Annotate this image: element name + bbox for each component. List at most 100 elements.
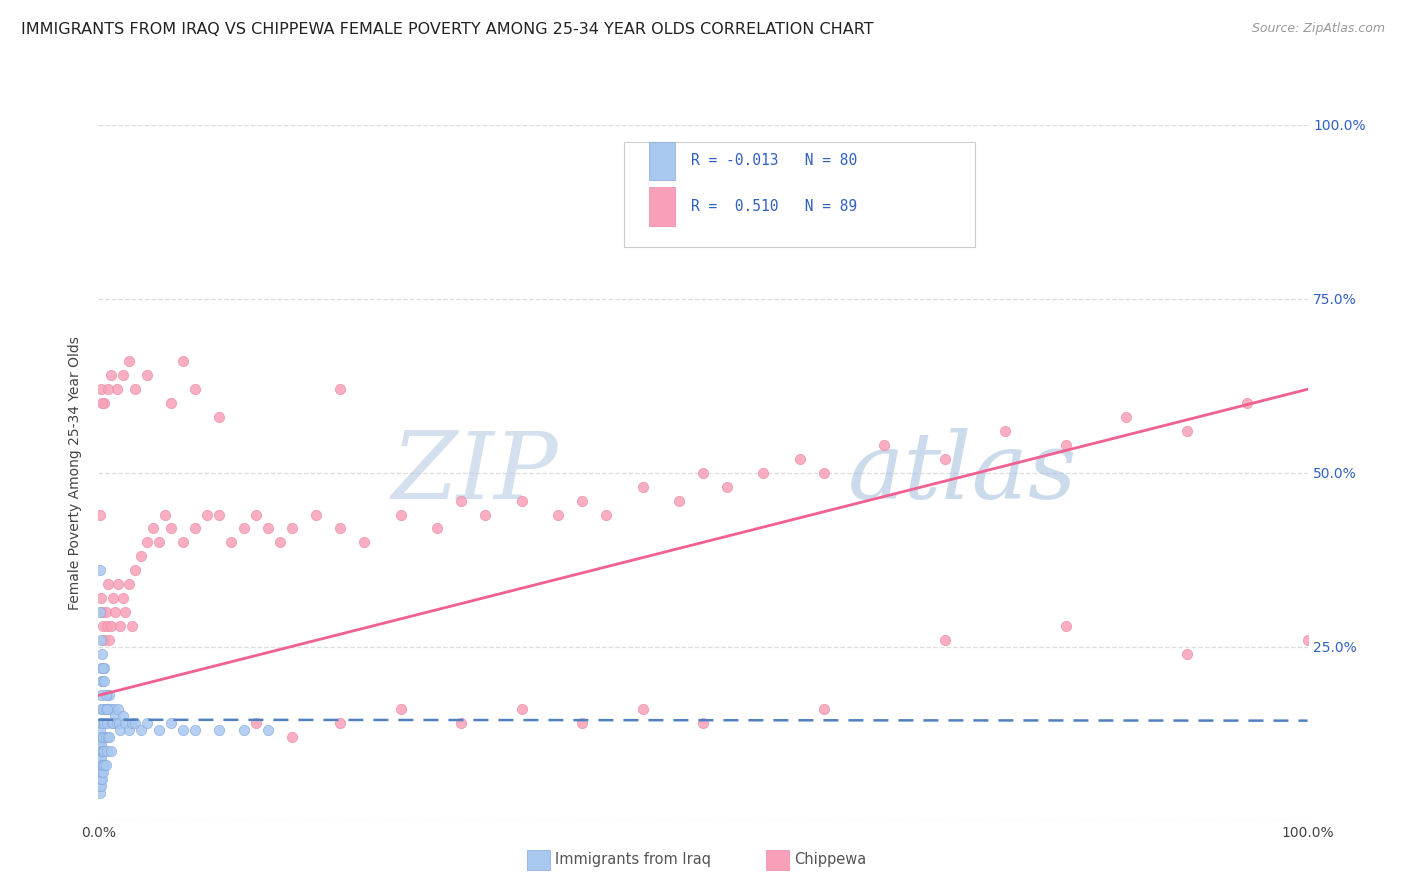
Point: [281, 521, 304, 535]
Point: [789, 451, 811, 466]
Point: [450, 716, 472, 731]
Point: [94, 702, 117, 716]
Point: [111, 591, 134, 605]
Point: [221, 535, 243, 549]
Point: [93, 744, 115, 758]
Point: [195, 508, 218, 522]
Point: [107, 702, 129, 716]
Point: [631, 702, 654, 716]
Point: [91, 660, 114, 674]
Point: [91, 702, 114, 716]
Point: [91, 744, 114, 758]
Point: [232, 521, 254, 535]
Text: R =  0.510   N = 89: R = 0.510 N = 89: [690, 199, 858, 214]
Point: [813, 466, 835, 480]
Point: [329, 521, 352, 535]
Point: [111, 368, 134, 383]
Point: [692, 466, 714, 480]
Point: [114, 605, 136, 619]
Point: [91, 619, 114, 633]
Point: [245, 716, 267, 731]
Point: [510, 493, 533, 508]
Point: [631, 480, 654, 494]
Point: [89, 744, 111, 758]
Point: [329, 382, 352, 396]
Point: [1054, 438, 1077, 452]
Point: [208, 508, 231, 522]
Point: [89, 751, 111, 765]
Point: [93, 674, 115, 689]
Point: [89, 764, 111, 779]
Point: [100, 744, 122, 758]
Point: [510, 702, 533, 716]
Text: Chippewa: Chippewa: [794, 853, 866, 867]
Point: [135, 535, 157, 549]
Point: [100, 716, 122, 731]
Point: [184, 723, 207, 738]
Point: [96, 702, 118, 716]
Point: [571, 493, 593, 508]
Point: [90, 744, 112, 758]
Point: [111, 709, 134, 723]
Point: [91, 772, 114, 786]
Point: [94, 730, 117, 744]
Bar: [648, 187, 675, 226]
Point: [160, 716, 183, 731]
Point: [89, 737, 111, 751]
Point: [245, 508, 267, 522]
Point: [269, 535, 291, 549]
Point: [90, 689, 112, 703]
Point: [184, 382, 207, 396]
Point: [90, 772, 112, 786]
Point: [97, 730, 120, 744]
Point: [389, 702, 412, 716]
Point: [595, 508, 617, 522]
Point: [547, 508, 569, 522]
Point: [103, 702, 125, 716]
Point: [90, 702, 112, 716]
Point: [97, 382, 120, 396]
Point: [90, 716, 112, 731]
Point: [94, 605, 117, 619]
Point: [934, 451, 956, 466]
Point: [1054, 619, 1077, 633]
Point: [101, 591, 124, 605]
Point: [160, 521, 183, 535]
Point: [571, 716, 593, 731]
Text: Immigrants from Iraq: Immigrants from Iraq: [555, 853, 711, 867]
Point: [1236, 396, 1258, 410]
Point: [1296, 632, 1319, 647]
Point: [96, 619, 118, 633]
FancyBboxPatch shape: [624, 142, 976, 247]
Point: [994, 424, 1017, 438]
Point: [91, 764, 114, 779]
Point: [121, 716, 143, 731]
Point: [96, 689, 118, 703]
Point: [208, 410, 231, 425]
Point: [118, 723, 141, 738]
Point: [90, 660, 112, 674]
Point: [129, 723, 152, 738]
Text: IMMIGRANTS FROM IRAQ VS CHIPPEWA FEMALE POVERTY AMONG 25-34 YEAR OLDS CORRELATIO: IMMIGRANTS FROM IRAQ VS CHIPPEWA FEMALE …: [21, 22, 873, 37]
Point: [148, 723, 170, 738]
Y-axis label: Female Poverty Among 25-34 Year Olds: Female Poverty Among 25-34 Year Olds: [69, 335, 83, 610]
Point: [97, 577, 120, 591]
Point: [93, 716, 115, 731]
Point: [90, 591, 112, 605]
Point: [389, 508, 412, 522]
Point: [98, 730, 121, 744]
Point: [353, 535, 375, 549]
Point: [1175, 424, 1198, 438]
Point: [1175, 647, 1198, 661]
Point: [91, 674, 114, 689]
Point: [104, 605, 127, 619]
Point: [305, 508, 328, 522]
Point: [114, 716, 136, 731]
Point: [96, 716, 118, 731]
Point: [692, 716, 714, 731]
Point: [98, 632, 121, 647]
Point: [101, 716, 124, 731]
Point: [89, 779, 111, 793]
Text: ZIP: ZIP: [391, 428, 558, 517]
Point: [108, 723, 131, 738]
